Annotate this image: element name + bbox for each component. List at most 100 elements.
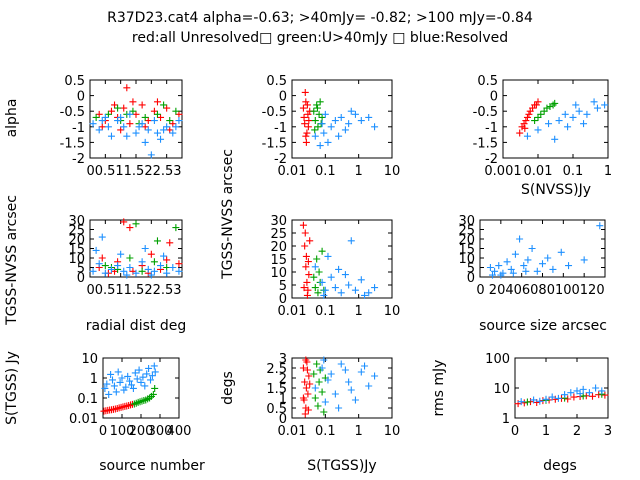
data-point (324, 376, 332, 384)
data-point (111, 267, 119, 275)
y-tick-label: 0 (279, 90, 287, 105)
data-point (365, 382, 373, 390)
data-point (303, 278, 311, 286)
x-tick-label: 0.1 (315, 164, 336, 179)
y-tick-label: 10 (458, 252, 475, 267)
data-point (138, 267, 146, 275)
data-point (299, 364, 307, 372)
data-point (304, 406, 312, 414)
data-point (301, 120, 309, 128)
data-point (301, 410, 309, 418)
data-point (148, 372, 156, 380)
y-tick-label: 2 (279, 372, 287, 387)
data-point (304, 110, 312, 118)
x-tick-labels: 00.511.522.53 (86, 283, 181, 298)
data-point (572, 101, 580, 109)
data-point (172, 224, 180, 232)
data-point (150, 107, 158, 115)
data-point (150, 117, 158, 125)
data-point (520, 399, 528, 407)
plot-frame (502, 79, 609, 159)
data-point (536, 397, 544, 405)
data-point (331, 390, 339, 398)
data-point (105, 390, 113, 398)
data-point (123, 84, 131, 92)
data-point (335, 132, 343, 140)
data-point (565, 262, 573, 270)
x-tick-label: 400 (167, 424, 192, 439)
x-tick-label: 200 (129, 424, 154, 439)
data-point (361, 362, 369, 370)
data-point (601, 391, 609, 399)
data-point (98, 254, 106, 262)
y-tick-label: 10 (68, 252, 85, 267)
data-point (126, 120, 134, 128)
data-point (357, 276, 365, 284)
x-tick-labels: 0 20406080100120 (476, 283, 604, 298)
y-tick-label: 0.5 (477, 74, 498, 89)
data-point (537, 110, 545, 118)
x-axis-label: degs (543, 458, 577, 474)
data-point (345, 120, 353, 128)
x-tick-label: 0.01 (524, 164, 553, 179)
y-tick-label: 15 (68, 243, 85, 258)
x-tick-label: 1 (604, 164, 612, 179)
data-point (318, 278, 326, 286)
x-tick-label: 10 (384, 164, 401, 179)
data-point (555, 117, 563, 125)
data-point (153, 98, 161, 106)
figure-title-line2: red:all Unresolved□ green:U>40mJy □ blue… (132, 30, 508, 46)
data-point (303, 129, 311, 137)
data-point (345, 378, 353, 386)
data-point (491, 267, 499, 275)
data-point (306, 237, 314, 245)
y-tick-label: -0.5 (60, 105, 85, 120)
y-tick-label: 10 (270, 266, 287, 281)
series-blue (523, 98, 609, 143)
data-point (314, 123, 322, 131)
data-point (570, 393, 578, 401)
data-point (166, 117, 174, 125)
y-tick-label: 25 (68, 224, 85, 239)
data-point (175, 267, 183, 275)
data-point (153, 110, 161, 118)
data-point (145, 364, 153, 372)
data-point (305, 117, 313, 125)
data-point (109, 376, 116, 384)
y-tick-label: 1.5 (266, 382, 287, 397)
x-tick-label: 0.1 (315, 424, 336, 439)
data-point (303, 101, 311, 109)
data-point (321, 398, 329, 406)
y-tick-label: -1 (485, 121, 498, 136)
data-point (564, 395, 572, 403)
data-point (311, 126, 319, 134)
x-tick-label: 0.01 (278, 304, 307, 319)
data-point (302, 98, 310, 106)
data-point (542, 395, 550, 403)
data-point (489, 271, 496, 279)
data-point (103, 380, 111, 388)
data-point (321, 286, 329, 294)
data-point (128, 381, 135, 389)
data-point (320, 291, 328, 299)
data-point (303, 291, 311, 299)
data-point (126, 377, 134, 385)
y-tick-label: -1 (72, 121, 85, 136)
data-point (302, 138, 310, 146)
data-point (114, 117, 122, 125)
data-point (497, 271, 505, 279)
data-point (141, 113, 149, 121)
data-point (126, 224, 134, 232)
data-point (371, 284, 379, 292)
x-axis-label: source number (99, 458, 205, 474)
data-point (305, 372, 313, 380)
x-axis-label: S(TGSS)Jy (307, 458, 376, 474)
data-point (129, 384, 137, 392)
data-point (507, 265, 515, 273)
data-point (324, 252, 332, 260)
data-point (163, 256, 171, 264)
data-point (320, 408, 328, 416)
data-point (365, 289, 373, 297)
data-point (585, 389, 593, 397)
